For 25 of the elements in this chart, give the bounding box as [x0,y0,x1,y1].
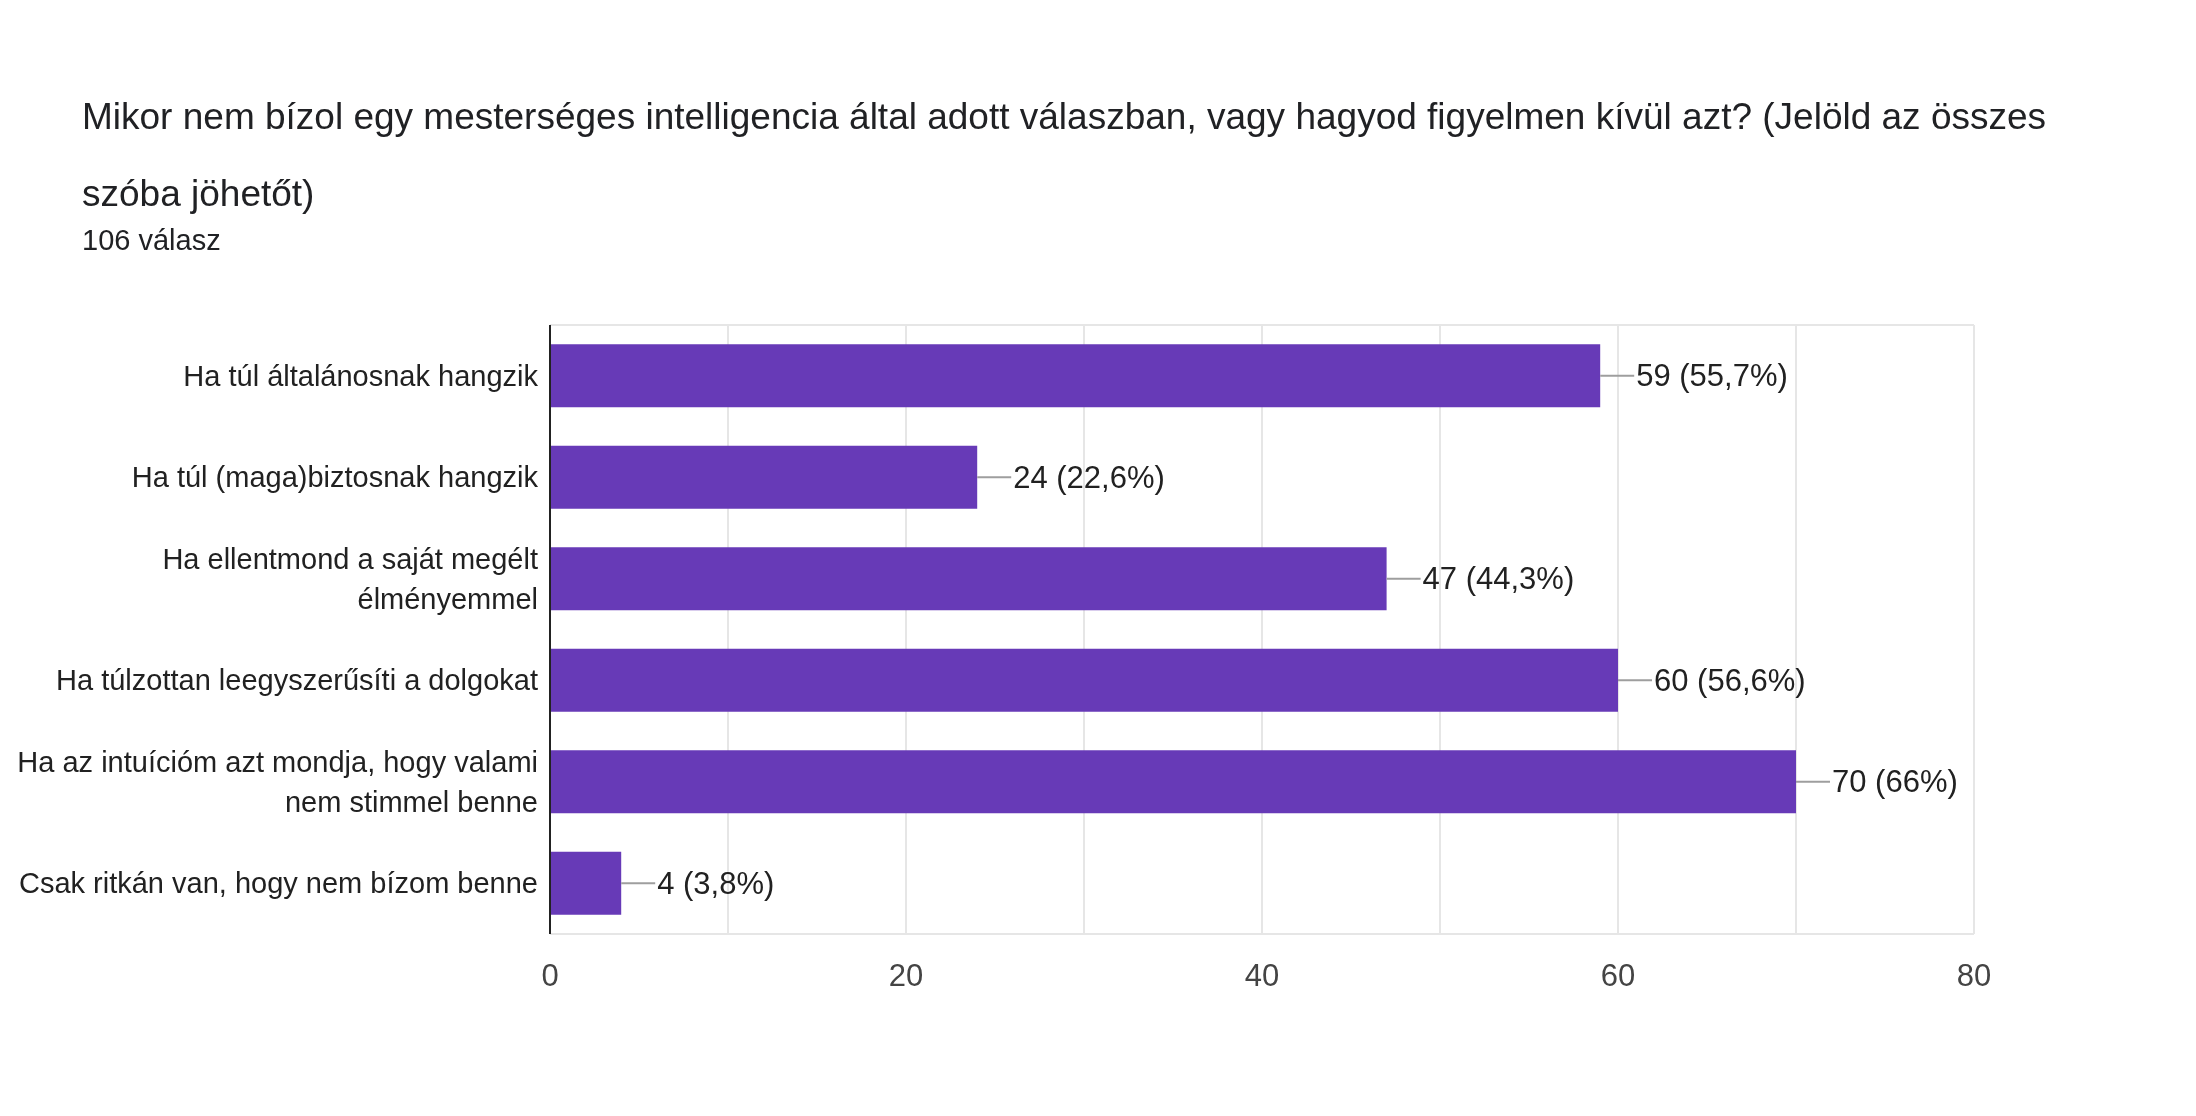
data-label: 47 (44,3%) [1422,561,1575,597]
data-label: 24 (22,6%) [1013,459,1165,495]
x-tick-label: 80 [1956,958,1992,994]
y-tick-label: Ha az intuícióm azt mondja, hogy valami nem stimmel benne [17,745,538,818]
data-label: 59 (55,7%) [1636,358,1788,394]
chart-title: Mikor nem bízol egy mesterséges intelligencia által adott válaszban, vagy hagyod figyelmen kívül azt? (Jelöld az összes szóba jöhetőt) [82,96,2047,214]
x-tick-label: 0 [541,958,559,994]
y-tick-label: Ha túl általánosnak hangzik [183,359,539,392]
bar [550,750,1796,814]
y-tick-label: Ha túlzottan leegyszerűsíti a dolgokat [56,664,538,697]
y-tick-label: Ha túl (maga)biztosnak hangzik [131,461,539,494]
text: 106 válasz [82,224,221,257]
x-tick-label: 20 [888,958,924,994]
bar [550,547,1387,611]
y-tick-label: Csak ritkán van, hogy nem bízom benne [18,867,538,900]
y-tick-label: Ha ellentmond a saját megélt élményemmel [162,542,538,615]
data-label: 70 (66%) [1832,764,1958,800]
bar [550,445,978,509]
x-tick-label: 60 [1600,958,1636,994]
x-tick-label: 40 [1244,958,1280,994]
bar [550,344,1601,408]
data-label: 60 (56,6%) [1654,662,1806,698]
bar [550,851,622,915]
bar [550,648,1618,712]
data-label: 4 (3,8%) [657,865,775,901]
